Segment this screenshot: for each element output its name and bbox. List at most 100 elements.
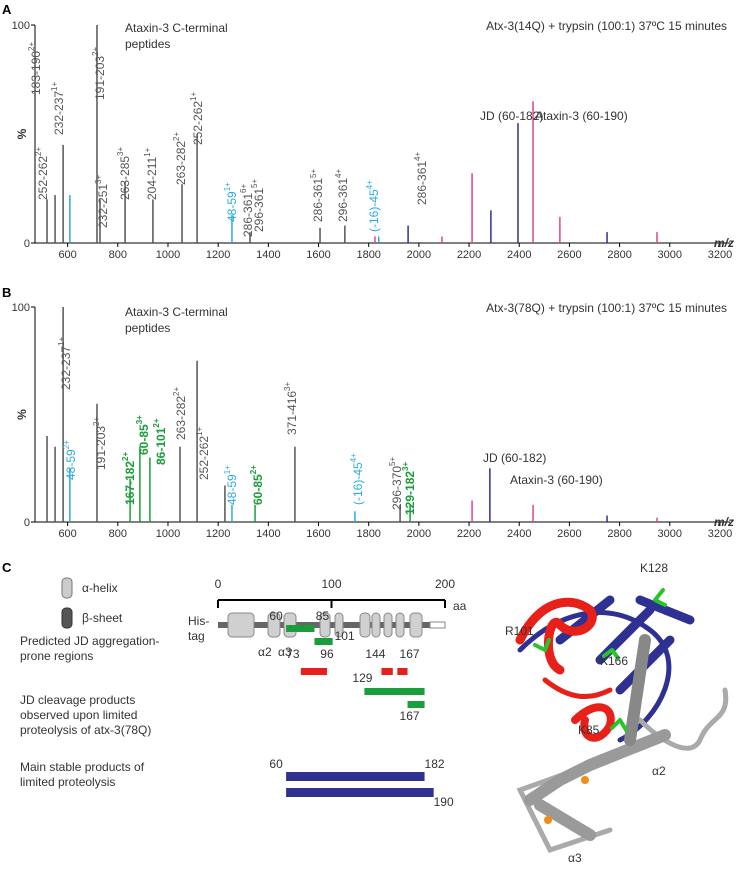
x-tick-label: 600 bbox=[58, 528, 76, 540]
legend-label: α-helix bbox=[82, 581, 118, 595]
segment bbox=[286, 788, 434, 797]
peak-label-text: 86-101 bbox=[154, 427, 168, 465]
scale-unit: aa bbox=[453, 599, 467, 613]
row-label: Main stable products of bbox=[20, 760, 145, 774]
chart-title: Atx-3(78Q) + trypsin (100:1) 37ºC 15 min… bbox=[486, 301, 727, 315]
residue-number: 60 bbox=[269, 757, 283, 771]
region-label: Ataxin-3 (60-190) bbox=[535, 109, 628, 123]
residue-number: 85 bbox=[316, 609, 330, 623]
charge-label: 3+ bbox=[94, 175, 103, 184]
peak-label: 167-1822+ bbox=[121, 452, 137, 505]
peak-label: 232-2513+ bbox=[94, 175, 110, 228]
x-tick-label: 1600 bbox=[306, 528, 330, 540]
x-tick-label: 2400 bbox=[507, 249, 531, 261]
charge-label: 2+ bbox=[91, 47, 100, 56]
x-tick-label: 2800 bbox=[607, 249, 631, 261]
helix bbox=[334, 612, 344, 638]
residue-label: K166 bbox=[600, 654, 628, 668]
helix-label: α2 bbox=[258, 645, 272, 659]
peak-label: 86-1012+ bbox=[152, 418, 168, 465]
charge-label: 1+ bbox=[57, 337, 66, 346]
peak-label: 252-2621+ bbox=[189, 92, 205, 145]
region-label: peptides bbox=[125, 321, 170, 335]
peak-label-text: 232-237 bbox=[59, 346, 73, 390]
peak-label: 48-591+ bbox=[223, 465, 239, 505]
peak-label-text: 263-282 bbox=[174, 141, 188, 185]
charge-label: 6+ bbox=[239, 184, 248, 193]
helix-label: α2 bbox=[652, 764, 666, 778]
peak-label-text: 191-203 bbox=[94, 426, 108, 470]
residue-number: 144 bbox=[365, 647, 385, 661]
helix-label: α3 bbox=[568, 851, 582, 865]
charge-label: 2+ bbox=[152, 418, 161, 427]
x-tick-label: 1000 bbox=[156, 249, 180, 261]
charge-label: 2+ bbox=[62, 440, 71, 449]
helix bbox=[359, 612, 371, 638]
peak-label-text: 252-262 bbox=[36, 156, 50, 200]
x-tick-label: 1400 bbox=[256, 528, 280, 540]
peak-label-text: 252-262 bbox=[191, 101, 205, 145]
his-tag: His- bbox=[188, 614, 209, 628]
peak-label: 204-2111+ bbox=[143, 147, 159, 200]
y-tick-label: 100 bbox=[12, 302, 30, 314]
peak-label-text: 263-285 bbox=[118, 156, 132, 200]
y-axis-label: % bbox=[15, 128, 29, 139]
charge-label: 1+ bbox=[143, 147, 152, 156]
x-tick-label: 2200 bbox=[457, 249, 481, 261]
helix bbox=[395, 612, 405, 638]
scale-tick-label: 100 bbox=[321, 577, 341, 591]
charge-label: 2+ bbox=[172, 387, 181, 396]
charge-label: 5+ bbox=[250, 179, 259, 188]
peak-label: 296-3705+ bbox=[388, 457, 404, 510]
x-tick-label: 3000 bbox=[658, 249, 682, 261]
peak-label: 129-1823+ bbox=[401, 462, 417, 515]
peak-label-text: 296-370 bbox=[390, 466, 404, 510]
peak-label: 296-3615+ bbox=[250, 179, 266, 232]
charge-label: 1+ bbox=[223, 182, 232, 191]
segment bbox=[286, 625, 315, 632]
x-tick-label: 3200 bbox=[708, 249, 732, 261]
peak-label-text: 286-361 bbox=[415, 161, 429, 205]
peak-label: 252-2622+ bbox=[34, 147, 50, 200]
peak-label-text: 129-182 bbox=[403, 471, 417, 515]
chart-title: Atx-3(14Q) + trypsin (100:1) 37ºC 15 min… bbox=[486, 19, 727, 33]
residue-number: 96 bbox=[320, 647, 334, 661]
protein-structure bbox=[515, 588, 729, 854]
x-tick-label: 1400 bbox=[256, 249, 280, 261]
segment bbox=[381, 668, 393, 675]
panel-label: A bbox=[2, 2, 12, 17]
peak-label: 263-2822+ bbox=[172, 132, 188, 185]
segment bbox=[286, 772, 425, 781]
helix-icon bbox=[61, 577, 73, 599]
x-tick-label: 800 bbox=[109, 528, 127, 540]
peak-label: 286-3614+ bbox=[413, 152, 429, 205]
segment bbox=[300, 668, 327, 675]
peak-label: 286-3616+ bbox=[239, 184, 255, 237]
peak-label: 263-2822+ bbox=[172, 387, 188, 440]
charge-label: 5+ bbox=[309, 169, 318, 178]
segment bbox=[314, 638, 333, 645]
y-axis-label: % bbox=[15, 409, 29, 420]
charge-label: 1+ bbox=[189, 92, 198, 101]
row-label: limited proteolysis bbox=[20, 775, 115, 789]
peak-label: 191-2032+ bbox=[92, 417, 108, 470]
residue-number: 167 bbox=[400, 709, 420, 723]
domain-tail bbox=[429, 621, 446, 629]
x-tick-label: 3200 bbox=[708, 528, 732, 540]
charge-label: 1+ bbox=[223, 465, 232, 474]
x-tick-label: 1200 bbox=[206, 249, 230, 261]
x-axis-label: m/z bbox=[714, 236, 734, 250]
x-axis-label: m/z bbox=[714, 515, 734, 529]
region-label: peptides bbox=[125, 37, 170, 51]
row-label: Predicted JD aggregation- bbox=[20, 634, 159, 648]
residue-number: 101 bbox=[335, 629, 355, 643]
row-label: proteolysis of atx-3(78Q) bbox=[20, 723, 151, 737]
x-tick-label: 2600 bbox=[557, 249, 581, 261]
peak-label: (-16)-454+ bbox=[349, 453, 365, 505]
peak-label: 60-852+ bbox=[249, 465, 265, 505]
peak-label-text: (-16)-45 bbox=[367, 189, 381, 232]
peak-label: 48-592+ bbox=[62, 440, 78, 480]
x-tick-label: 1200 bbox=[206, 528, 230, 540]
y-tick-label: 100 bbox=[12, 20, 30, 32]
x-tick-label: 800 bbox=[109, 249, 127, 261]
